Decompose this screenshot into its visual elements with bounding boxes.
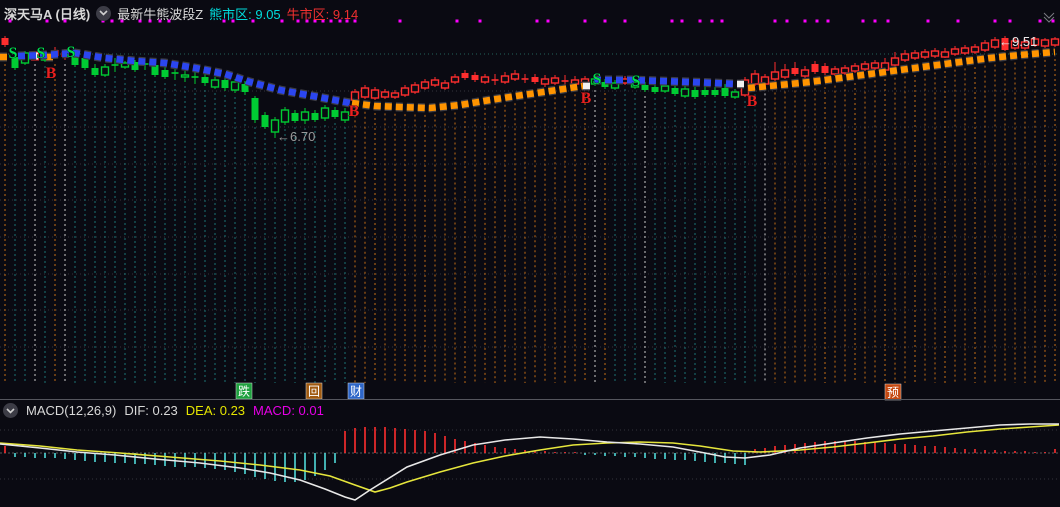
price-gridlines (0, 53, 1060, 348)
macd-lines (0, 423, 1060, 501)
svg-text:S: S (67, 44, 76, 61)
event-badges: 跌回财预 (235, 382, 902, 401)
bull-zone-value: 牛市区: 9.14 (286, 6, 359, 22)
svg-text:S: S (593, 71, 602, 88)
panel-divider (0, 399, 1060, 400)
svg-text:B: B (581, 90, 592, 107)
dea-line (0, 424, 1060, 493)
svg-text:B: B (349, 103, 360, 120)
dif-line (0, 423, 1059, 501)
macd-dif-value: DIF: 0.23 (124, 403, 178, 418)
svg-text:预: 预 (887, 386, 899, 400)
macd-dea-value: DEA: 0.23 (185, 403, 246, 418)
bear-zone-value: 熊市区: 9.05 (209, 6, 281, 22)
svg-text:跌: 跌 (238, 384, 250, 399)
svg-text:财: 财 (350, 385, 362, 399)
price-annotations: ←6.70 ←9.51 (277, 34, 1037, 144)
vertical-session-lines (4, 59, 1056, 383)
svg-text:S: S (37, 45, 46, 62)
svg-text:←9.51: ←9.51 (999, 34, 1037, 49)
indicator-name: 最新牛熊波段Z (117, 6, 204, 22)
macd-indicator-name: MACD(12,26,9) (26, 403, 117, 418)
macd-value: MACD: 0.01 (253, 403, 324, 418)
svg-text:S: S (632, 73, 641, 90)
macd-header: MACD(12,26,9) DIF: 0.23 DEA: 0.23 MACD: … (0, 401, 1060, 420)
candles-layer (1, 36, 1060, 138)
chevron-down-icon (99, 10, 108, 16)
main-chart-header: 深天马A (日线) 最新牛熊波段Z 熊市区: 9.05 牛市区: 9.14 (0, 0, 1060, 26)
signal-dots-row (8, 19, 1055, 23)
indicator-collapse-button[interactable] (96, 5, 112, 21)
ma-ribbons (0, 47, 1056, 113)
svg-text:回: 回 (308, 385, 320, 399)
svg-text:←6.70: ←6.70 (277, 129, 315, 144)
macd-gridlines (0, 429, 1060, 480)
stock-title: 深天马A (日线) (4, 6, 91, 22)
macd-collapse-button[interactable] (3, 403, 18, 418)
svg-text:B: B (46, 65, 57, 82)
chevron-down-icon (6, 407, 15, 414)
macd-histogram (4, 427, 1056, 482)
scroll-up-chevron-icon[interactable] (1042, 10, 1056, 29)
svg-text:S: S (9, 45, 18, 62)
svg-text:B: B (747, 93, 758, 110)
